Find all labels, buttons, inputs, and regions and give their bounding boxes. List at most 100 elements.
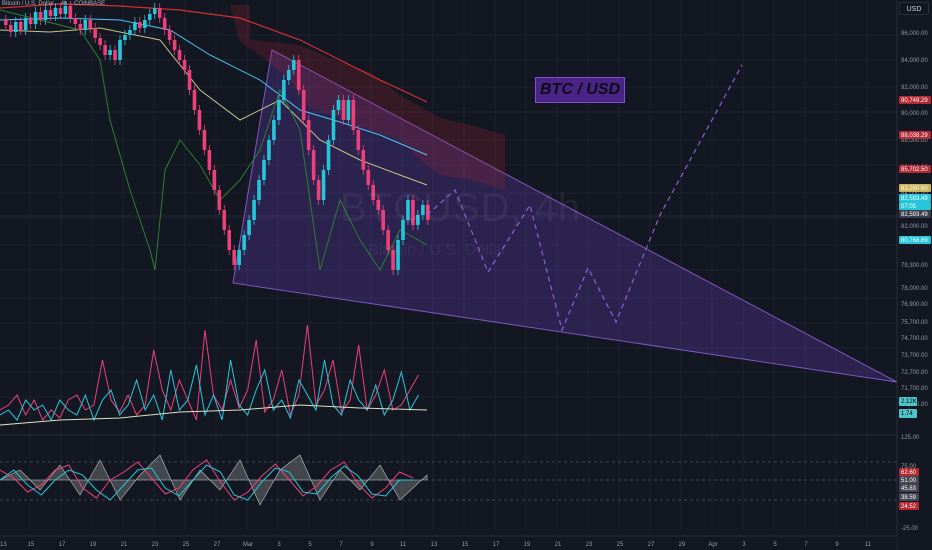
price-axis[interactable]: 96,000.00 94,000.00 92,000.00 90,000.00 88,0… <box>896 0 932 550</box>
candle-body <box>232 250 236 265</box>
time-tick-label: 19 <box>524 542 531 548</box>
time-tick-label: 3 <box>277 542 281 548</box>
price-badge-label: 82,593.49 <box>901 196 928 202</box>
price-badge-label: 07:05 <box>901 204 917 210</box>
projection-path-drawing[interactable] <box>426 64 743 332</box>
price-badge <box>899 131 931 139</box>
candle-body <box>262 160 266 180</box>
candle-body <box>78 24 83 30</box>
price-badge-label: 83,250.60 <box>901 186 928 192</box>
symbol-header[interactable]: Bitcoin / U.S. Dollar · 4h · COINBASE <box>2 1 106 7</box>
candle-body <box>361 150 366 170</box>
rsi-badge <box>899 476 919 484</box>
candle-body <box>98 38 102 45</box>
candle-body <box>391 250 395 270</box>
time-tick-label: Apr <box>708 542 717 548</box>
candlestick-series[interactable] <box>4 1 430 275</box>
candle-body <box>143 20 147 28</box>
candle-body <box>93 28 97 38</box>
time-tick-label: 5 <box>773 542 777 548</box>
candle-body <box>182 60 187 70</box>
candle-body <box>366 170 371 185</box>
candle-body <box>4 20 8 25</box>
rsi-histogram <box>0 454 428 506</box>
candle-body <box>207 150 212 170</box>
chart-text-label[interactable]: BTC / USD <box>535 77 625 103</box>
price-badge <box>899 194 931 202</box>
time-tick-label: 27 <box>648 542 655 548</box>
candle-body <box>202 130 207 150</box>
candle-body <box>282 80 286 100</box>
candle-body <box>58 8 63 14</box>
currency-button[interactable]: USD <box>899 2 929 15</box>
rsi-tick-label: 75.00 <box>901 464 917 470</box>
candle-body <box>83 20 88 30</box>
time-tick-label: 19 <box>90 542 97 548</box>
candle-body <box>118 40 122 60</box>
price-tick-label: 96,000.00 <box>901 31 928 37</box>
time-tick-label: 11 <box>400 542 407 548</box>
candle-body <box>227 230 232 250</box>
candle-body <box>28 18 33 24</box>
candle-body <box>416 215 420 225</box>
candle-body <box>316 180 321 200</box>
candle-body <box>68 6 73 18</box>
time-tick-label: 11 <box>865 542 872 548</box>
price-badge <box>899 184 931 192</box>
time-tick-label: 7 <box>339 542 343 548</box>
price-badge-label: 82,593.49 <box>901 212 928 218</box>
candle-body <box>53 8 58 16</box>
time-tick-label: 13 <box>431 542 438 548</box>
candle-body <box>18 22 23 30</box>
price-badge-label: 88,038.29 <box>901 133 928 139</box>
candle-body <box>386 230 390 250</box>
cloud-area <box>230 5 505 190</box>
price-tick-label: 94,000.00 <box>901 58 928 64</box>
interval-label: 4h <box>60 1 68 7</box>
rsi-line-cyan <box>0 464 414 501</box>
candle-body <box>108 50 112 55</box>
time-tick-label: 9 <box>835 542 839 548</box>
candle-body <box>123 35 127 40</box>
candle-body <box>411 200 415 225</box>
rsi-badge-label: 62.60 <box>901 470 917 476</box>
moving-average-lines <box>0 3 428 271</box>
candle-body <box>13 22 18 32</box>
rsi-badge-label: 51.00 <box>901 478 917 484</box>
time-tick-label: 23 <box>152 542 159 548</box>
time-tick-label: 25 <box>183 542 190 548</box>
candle-body <box>301 90 306 120</box>
candle-body <box>272 120 276 140</box>
time-tick-label: 23 <box>586 542 593 548</box>
candle-body <box>147 14 152 20</box>
falling-wedge-drawing[interactable] <box>232 49 898 383</box>
projection-path <box>426 64 743 332</box>
price-tick-label: 73,700.00 <box>901 353 928 359</box>
rsi-oscillator-pane <box>0 454 897 506</box>
candle-body <box>157 8 162 18</box>
time-tick-label: 21 <box>555 542 562 548</box>
rsi-badge <box>899 502 919 510</box>
ichimoku-cloud <box>230 5 505 190</box>
candle-body <box>162 18 167 30</box>
grid-lines <box>0 0 932 530</box>
candle-body <box>346 100 351 120</box>
candle-body <box>401 220 405 240</box>
candle-body <box>336 100 341 110</box>
time-axis-background <box>0 536 897 550</box>
candle-body <box>197 110 202 130</box>
candle-body <box>426 205 430 220</box>
candle-body <box>296 60 301 90</box>
price-tick-label: 92,000.00 <box>901 85 928 91</box>
candle-body <box>88 20 93 28</box>
candle-body <box>306 120 311 150</box>
price-axis-background <box>897 0 932 550</box>
price-tick-label: 76,900.00 <box>901 302 928 308</box>
time-axis[interactable]: 13 15 17 19 21 23 25 27 Mar 3 5 7 9 11 13 15 17 19 21 23 25 2… <box>0 535 897 550</box>
price-badge-label: 80,768.69 <box>901 238 928 244</box>
candle-body <box>73 18 78 24</box>
candle-body <box>247 220 251 235</box>
candle-body <box>287 70 291 80</box>
price-badge <box>899 202 931 210</box>
